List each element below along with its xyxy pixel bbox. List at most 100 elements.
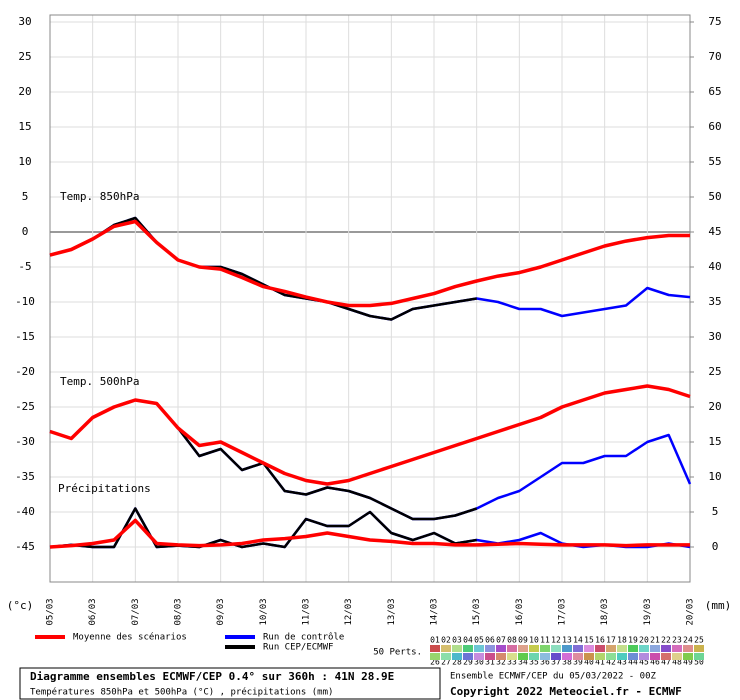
perturbation-swatch <box>430 645 440 652</box>
perturbation-label: 42 <box>606 658 616 667</box>
y-tick-label: 5 <box>22 190 29 203</box>
x-tick-label: 15/03 <box>472 598 482 625</box>
perturbation-label: 03 <box>452 636 462 645</box>
perturbation-label: 05 <box>474 636 484 645</box>
perturbation-label: 46 <box>650 658 660 667</box>
perturbation-swatch <box>452 645 462 652</box>
perturbation-label: 22 <box>661 636 671 645</box>
y-tick-label: 0 <box>22 225 29 238</box>
perturbation-swatch <box>474 653 484 660</box>
perturbation-swatch <box>485 645 495 652</box>
perturbation-label: 45 <box>639 658 649 667</box>
perturbation-label: 36 <box>540 658 550 667</box>
legend-label: Run CEP/ECMWF <box>263 643 333 653</box>
x-tick-label: 13/03 <box>387 598 397 625</box>
perturbation-label: 26 <box>430 658 440 667</box>
y-tick-label: -45 <box>15 540 35 553</box>
perturbation-label: 37 <box>551 658 561 667</box>
y-tick-label: -5 <box>18 260 31 273</box>
y2-tick-label: 35 <box>708 295 721 308</box>
perturbation-swatch <box>672 653 682 660</box>
perturbation-label: 17 <box>606 636 616 645</box>
x-tick-label: 11/03 <box>302 598 312 625</box>
perturbation-swatch <box>617 653 627 660</box>
run-info: Ensemble ECMWF/CEP du 05/03/2022 - 00Z <box>450 672 656 682</box>
y-tick-label: -40 <box>15 505 35 518</box>
perturbation-label: 23 <box>672 636 682 645</box>
legend-label: Moyenne des scénarios <box>73 632 187 643</box>
perturbation-label: 19 <box>628 636 638 645</box>
series-line <box>49 384 691 486</box>
perturbation-swatch <box>430 653 440 660</box>
y-tick-label: 20 <box>18 85 31 98</box>
perturbation-label: 50 <box>694 658 704 667</box>
perturbation-label: 20 <box>639 636 649 645</box>
y-tick-label: 15 <box>18 120 31 133</box>
x-tick-label: 14/03 <box>430 598 440 625</box>
y-tick-label: -20 <box>15 365 35 378</box>
perturbation-label: 04 <box>463 636 473 645</box>
y2-tick-label: 65 <box>708 85 721 98</box>
perturbation-swatch <box>573 645 583 652</box>
y2-tick-label: 10 <box>708 470 721 483</box>
perturbation-label: 48 <box>672 658 682 667</box>
perturbation-swatch <box>485 653 495 660</box>
perturbation-swatch <box>529 653 539 660</box>
plot-frame <box>49 14 691 583</box>
perturbation-label: 15 <box>584 636 594 645</box>
perturbation-label: 31 <box>485 658 495 667</box>
perturbation-label: 47 <box>661 658 671 667</box>
perturbation-swatch <box>606 645 616 652</box>
perturbation-swatch <box>584 653 594 660</box>
perturbation-label: 08 <box>507 636 517 645</box>
x-tick-label: 08/03 <box>174 598 184 625</box>
perturbation-label: 11 <box>540 636 550 645</box>
perturbation-swatch <box>694 653 704 660</box>
y2-tick-label: 55 <box>708 155 721 168</box>
perturbation-swatch <box>661 645 671 652</box>
perturbation-swatch <box>441 653 451 660</box>
perturbation-label: 14 <box>573 636 583 645</box>
y2-tick-label: 20 <box>708 400 721 413</box>
series-line <box>49 518 690 549</box>
perturbations-label: 50 Perts. <box>373 648 422 658</box>
perturbation-label: 35 <box>529 658 539 667</box>
y2-tick-label: 25 <box>708 365 721 378</box>
perturbation-label: 29 <box>463 658 473 667</box>
perturbation-swatch <box>650 645 660 652</box>
perturbation-label: 39 <box>573 658 583 667</box>
perturbation-label: 25 <box>694 636 704 645</box>
x-tick-label: 12/03 <box>344 598 354 625</box>
perturbation-swatch <box>463 653 473 660</box>
perturbation-swatch <box>496 645 506 652</box>
perturbation-label: 40 <box>584 658 594 667</box>
panel-label: Temp. 500hPa <box>60 375 139 388</box>
perturbation-label: 49 <box>683 658 693 667</box>
perturbation-label: 13 <box>562 636 572 645</box>
y2-tick-label: 70 <box>708 50 721 63</box>
x-tick-label: 10/03 <box>259 598 269 625</box>
perturbation-label: 02 <box>441 636 451 645</box>
perturbation-swatch <box>694 645 704 652</box>
legend-label: Run de contrôle <box>263 632 344 643</box>
perturbation-label: 33 <box>507 658 517 667</box>
perturbation-swatch <box>452 653 462 660</box>
panel-label: Précipitations <box>58 482 151 495</box>
perturbation-swatch <box>661 653 671 660</box>
perturbation-swatch <box>529 645 539 652</box>
x-tick-label: 05/03 <box>46 598 56 625</box>
info-subtitle: Températures 850hPa et 500hPa (°C) , pré… <box>30 687 333 698</box>
y-tick-label: -10 <box>15 295 35 308</box>
y-tick-label: 25 <box>18 50 31 63</box>
perturbation-label: 21 <box>650 636 660 645</box>
perturbation-swatch <box>551 645 561 652</box>
series-line <box>49 219 690 308</box>
perturbation-label: 41 <box>595 658 605 667</box>
perturbation-swatch <box>683 645 693 652</box>
y-tick-label: -15 <box>15 330 35 343</box>
x-tick-label: 16/03 <box>515 598 525 625</box>
x-tick-label: 07/03 <box>131 598 141 625</box>
x-tick-label: 09/03 <box>216 598 226 625</box>
y2-tick-label: 60 <box>708 120 721 133</box>
